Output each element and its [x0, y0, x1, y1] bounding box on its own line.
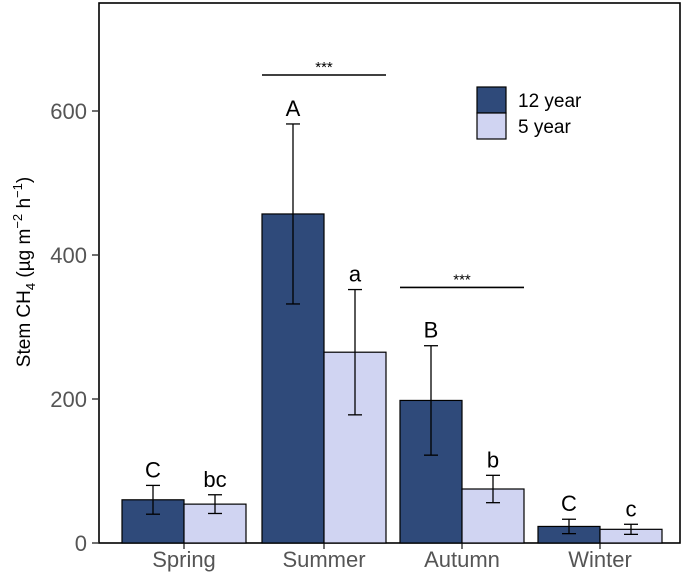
plot-border: [98, 2, 681, 544]
y-tick-label-0: 0: [75, 531, 87, 556]
significance-letter-0-1: A: [286, 96, 301, 121]
legend-label-0: 12 year: [518, 91, 582, 112]
significance-stars-1: ***: [453, 271, 471, 288]
x-tick-label-spring: Spring: [152, 547, 216, 572]
significance-letter-0-0: C: [145, 457, 161, 482]
legend-swatch-1: [476, 112, 507, 140]
significance-stars-0: ***: [315, 59, 333, 76]
y-tick-label-1: 200: [50, 387, 87, 412]
significance-letter-1-0: bc: [203, 467, 226, 492]
significance-letter-0-3: C: [561, 491, 577, 516]
x-tick-label-autumn: Autumn: [424, 547, 500, 572]
x-tick-label-summer: Summer: [282, 547, 365, 572]
significance-letter-0-2: B: [424, 318, 439, 343]
legend-label-1: 5 year: [518, 117, 571, 138]
significance-letter-1-3: c: [626, 496, 637, 521]
y-axis-label: Stem CH4 (µg m−2 h−1): [10, 177, 38, 367]
y-tick-label-2: 400: [50, 243, 87, 268]
x-tick-label-winter: Winter: [568, 547, 632, 572]
significance-letter-1-2: b: [487, 447, 499, 472]
significance-letter-1-1: a: [349, 262, 362, 287]
y-tick-label-3: 600: [50, 99, 87, 124]
legend-swatch-0: [476, 86, 507, 114]
